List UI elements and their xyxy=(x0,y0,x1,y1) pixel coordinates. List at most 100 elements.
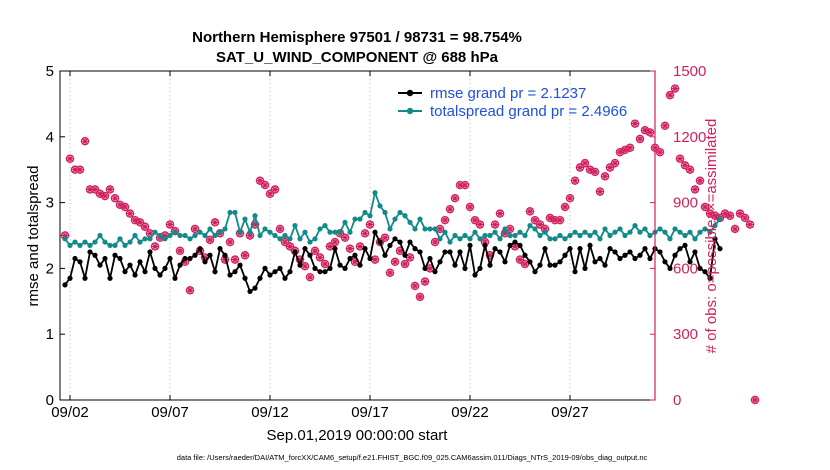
totalspread-point xyxy=(392,216,398,222)
obs-assimilated-point xyxy=(390,257,400,267)
rmse-point xyxy=(252,285,258,291)
totalspread-point xyxy=(647,232,653,239)
totalspread-point xyxy=(432,226,438,232)
obs-assimilated-point xyxy=(585,165,595,174)
obs-assimilated-point xyxy=(720,209,730,218)
obs-assimilated-point xyxy=(635,134,645,144)
totalspread-point xyxy=(517,229,523,235)
obs-assimilated-point xyxy=(675,154,685,163)
totalspread-point xyxy=(407,219,413,225)
totalspread-point xyxy=(182,232,188,239)
totalspread-point xyxy=(607,232,613,239)
obs-assimilated-point xyxy=(360,229,370,238)
rmse-point xyxy=(562,252,568,258)
x-axis-label: Sep.01,2019 00:00:00 start xyxy=(267,427,449,444)
rmse-point xyxy=(167,255,173,262)
obs-assimilated-point xyxy=(560,202,570,212)
obs-assimilated-point xyxy=(125,209,135,218)
totalspread-point xyxy=(257,232,263,239)
totalspread-point xyxy=(142,236,148,242)
obs-assimilated-point xyxy=(540,224,550,234)
obs-assimilated-point xyxy=(395,246,405,256)
obs-assimilated-point xyxy=(505,224,515,234)
obs-assimilated-point xyxy=(665,90,675,100)
y-left-tick-label-4: 4 xyxy=(46,129,54,146)
obs-assimilated-point xyxy=(135,218,145,227)
obs-assimilated-point xyxy=(530,215,540,225)
totalspread-point xyxy=(572,229,578,235)
obs-assimilated-point xyxy=(580,158,590,168)
rmse-point xyxy=(532,269,538,275)
rmse-point xyxy=(682,242,688,248)
rmse-point xyxy=(667,265,673,271)
y-right-tick-label-0: 0 xyxy=(673,392,681,409)
rmse-point xyxy=(437,259,443,265)
y-left-tick-label-0: 0 xyxy=(46,392,54,409)
obs-assimilated-point xyxy=(515,255,525,264)
obs-assimilated-point xyxy=(655,147,665,157)
footer-data-file: data file: /Users/raeder/DAI/ATM_forcXX/… xyxy=(177,453,648,462)
obs-assimilated-point xyxy=(315,253,325,262)
rmse-point xyxy=(297,262,303,268)
totalspread-point xyxy=(697,229,703,235)
rmse-point xyxy=(97,262,103,268)
totalspread-point xyxy=(422,226,428,232)
totalspread-point xyxy=(107,242,113,248)
totalspread-point xyxy=(92,239,98,245)
rmse-point xyxy=(377,239,383,245)
y-left-tick-label-5: 5 xyxy=(46,63,54,80)
rmse-point xyxy=(527,259,533,265)
obs-assimilated-point xyxy=(190,224,200,234)
rmse-point xyxy=(192,252,198,258)
totalspread-point xyxy=(102,239,108,245)
y-right-tick-label-5: 1500 xyxy=(673,63,706,80)
obs-assimilated-point xyxy=(300,262,310,271)
rmse-point xyxy=(517,242,523,248)
rmse-point xyxy=(452,262,458,268)
obs-assimilated-point xyxy=(365,220,375,229)
rmse-point xyxy=(62,282,68,288)
obs-assimilated-point xyxy=(630,119,640,128)
rmse-point xyxy=(322,269,328,275)
rmse-point xyxy=(522,252,528,258)
obs-assimilated-point xyxy=(330,237,340,247)
obs-assimilated-point xyxy=(60,231,70,240)
obs-assimilated-point xyxy=(450,194,460,203)
obs-assimilated-point xyxy=(640,126,650,135)
totalspread-point xyxy=(347,229,353,235)
obs-assimilated-point xyxy=(380,233,390,242)
rmse-point xyxy=(392,236,398,242)
x-tick-label-3: 09/17 xyxy=(351,404,389,421)
obs-assimilated-point xyxy=(245,231,255,240)
totalspread-point xyxy=(222,226,228,232)
obs-assimilated-point xyxy=(625,143,635,152)
totalspread-point xyxy=(247,229,253,235)
obs-assimilated-point xyxy=(490,220,500,229)
obs-assimilated-point xyxy=(590,167,600,177)
rmse-point xyxy=(467,242,473,248)
obs-assimilated-point xyxy=(645,128,655,137)
totalspread-point xyxy=(322,223,328,229)
totalspread-point xyxy=(552,236,558,242)
rmse-point xyxy=(347,255,353,262)
rmse-point xyxy=(247,288,253,295)
rmse-point xyxy=(602,262,608,268)
rmse-point xyxy=(202,259,208,265)
rmse-point xyxy=(287,269,293,275)
rmse-point xyxy=(557,259,563,265)
rmse-point xyxy=(632,255,638,262)
obs-assimilated-point xyxy=(705,209,715,218)
totalspread-point xyxy=(497,236,503,242)
rmse-point xyxy=(447,249,453,255)
obs-assimilated-point xyxy=(550,215,560,225)
totalspread-point xyxy=(452,232,458,239)
totalspread-point xyxy=(602,226,608,232)
obs-assimilated-point xyxy=(180,257,190,267)
rmse-point xyxy=(512,239,518,245)
totalspread-point xyxy=(352,216,358,222)
obs-assimilated-point xyxy=(185,286,195,295)
obs-assimilated-point xyxy=(435,224,445,234)
obs-assimilated-point xyxy=(310,246,320,256)
totalspread-point xyxy=(62,236,68,242)
obs-assimilated-point xyxy=(415,292,425,302)
